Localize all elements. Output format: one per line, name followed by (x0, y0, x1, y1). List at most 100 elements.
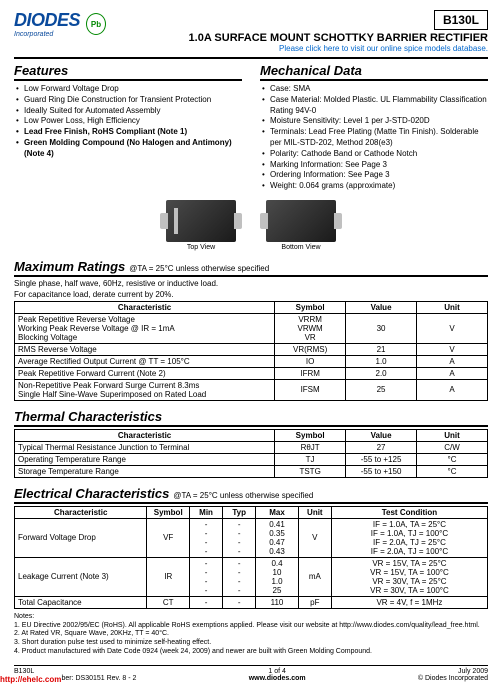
table-cell: Peak Repetitive Reverse VoltageWorking P… (15, 313, 275, 343)
chip-bottom-label: Bottom View (266, 244, 336, 251)
footer: B130L Document number: DS30151 Rev. 8 - … (14, 665, 488, 682)
mechanical-item: Weight: 0.064 grams (approximate) (260, 181, 488, 192)
thermal-table: CharacteristicSymbolValueUnit Typical The… (14, 429, 488, 478)
table-cell: - (190, 596, 223, 608)
mechanical-item: Case: SMA (260, 84, 488, 95)
elec-heading-row: Electrical Characteristics @TA = 25°C un… (14, 486, 488, 504)
footer-url[interactable]: www.diodes.com (249, 675, 306, 682)
table-cell: 30 (346, 313, 417, 343)
table-row: RMS Reverse VoltageVR(RMS)21V (15, 343, 488, 355)
table-row: Leakage Current (Note 3)IR--------0.4101… (15, 557, 488, 596)
header: DIODES Incorporated Pb B130L 1.0A SURFAC… (14, 10, 488, 53)
table-header: Test Condition (331, 506, 487, 518)
table-header: Min (190, 506, 223, 518)
table-cell: VR(RMS) (275, 343, 346, 355)
chip-top-image (166, 200, 236, 242)
notes-body: 1. EU Directive 2002/95/EC (RoHS). All a… (14, 622, 488, 657)
footer-part: B130L (14, 668, 136, 675)
footer-page: 1 of 4 (249, 668, 306, 675)
mechanical-col: Mechanical Data Case: SMACase Material: … (260, 63, 488, 192)
chip-top: Top View (166, 200, 236, 251)
table-cell: RθJT (275, 441, 346, 453)
table-row: Forward Voltage DropVF--------0.410.350.… (15, 518, 488, 557)
mechanical-item: Ordering Information: See Page 3 (260, 170, 488, 181)
top-two-col: Features Low Forward Voltage DropGuard R… (14, 63, 488, 192)
table-cell: IR (147, 557, 190, 596)
max-heading-sub: @TA = 25°C unless otherwise specified (129, 264, 269, 273)
table-cell: IO (275, 355, 346, 367)
mechanical-item: Terminals: Lead Free Plating (Matte Tin … (260, 127, 488, 149)
footer-copyright: © Diodes Incorporated (418, 675, 488, 682)
feature-item: Low Power Loss, High Efficiency (14, 116, 242, 127)
table-cell: 110 (256, 596, 299, 608)
table-cell: Storage Temperature Range (15, 465, 275, 477)
feature-item: Ideally Suited for Automated Assembly (14, 106, 242, 117)
table-row: Typical Thermal Resistance Junction to T… (15, 441, 488, 453)
feature-item: Lead Free Finish, RoHS Compliant (Note 1… (14, 127, 242, 138)
table-cell: A (417, 367, 488, 379)
table-cell: IFSM (275, 379, 346, 400)
features-heading: Features (14, 63, 242, 81)
table-cell: TJ (275, 453, 346, 465)
table-cell: °C (417, 453, 488, 465)
table-cell: VF (147, 518, 190, 557)
part-number: B130L (434, 10, 488, 30)
table-row: Average Rectified Output Current @ TT = … (15, 355, 488, 367)
max-note2: For capacitance load, derate current by … (14, 290, 488, 299)
table-cell: Leakage Current (Note 3) (15, 557, 147, 596)
table-header: Characteristic (15, 301, 275, 313)
footer-center: 1 of 4 www.diodes.com (249, 668, 306, 682)
table-cell: °C (417, 465, 488, 477)
table-cell: -55 to +125 (346, 453, 417, 465)
table-header: Symbol (275, 429, 346, 441)
pb-badge-icon: Pb (86, 13, 106, 35)
logo-text: DIODES Incorporated (14, 10, 80, 38)
table-cell: 21 (346, 343, 417, 355)
table-header: Unit (417, 429, 488, 441)
table-cell: 25 (346, 379, 417, 400)
chip-row: Top View Bottom View (14, 200, 488, 251)
table-cell: ---- (223, 557, 256, 596)
table-cell: 2.0 (346, 367, 417, 379)
table-cell: Total Capacitance (15, 596, 147, 608)
table-cell: V (298, 518, 331, 557)
table-cell: V (417, 343, 488, 355)
thermal-heading: Thermal Characteristics (14, 409, 162, 424)
table-row: Storage Temperature RangeTSTG-55 to +150… (15, 465, 488, 477)
features-col: Features Low Forward Voltage DropGuard R… (14, 63, 242, 192)
table-cell: pF (298, 596, 331, 608)
table-cell: A (417, 379, 488, 400)
table-header: Unit (298, 506, 331, 518)
mechanical-item: Moisture Sensitivity: Level 1 per J-STD-… (260, 116, 488, 127)
table-cell: Typical Thermal Resistance Junction to T… (15, 441, 275, 453)
table-cell: Peak Repetitive Forward Current (Note 2) (15, 367, 275, 379)
elec-table: CharacteristicSymbolMinTypMaxUnitTest Co… (14, 506, 488, 609)
elec-heading: Electrical Characteristics (14, 486, 169, 501)
table-cell: TSTG (275, 465, 346, 477)
spice-link[interactable]: Please click here to visit our online sp… (189, 44, 488, 53)
table-header: Symbol (275, 301, 346, 313)
max-note1: Single phase, half wave, 60Hz, resistive… (14, 279, 488, 288)
mechanical-heading: Mechanical Data (260, 63, 488, 81)
table-cell: -55 to +150 (346, 465, 417, 477)
table-cell: 0.4101.025 (256, 557, 299, 596)
logo-sub: Incorporated (14, 31, 80, 38)
table-cell: Forward Voltage Drop (15, 518, 147, 557)
table-row: Total CapacitanceCT--110pFVR = 4V, f = 1… (15, 596, 488, 608)
header-rule (14, 57, 488, 59)
logo-block: DIODES Incorporated Pb (14, 10, 106, 38)
table-cell: VRRMVRWMVR (275, 313, 346, 343)
mechanical-item: Polarity: Cathode Band or Cathode Notch (260, 149, 488, 160)
table-header: Characteristic (15, 506, 147, 518)
table-cell: Non-Repetitive Peak Forward Surge Curren… (15, 379, 275, 400)
max-heading: Maximum Ratings (14, 259, 125, 274)
red-tag[interactable]: http://ehelc.com (0, 675, 61, 684)
table-cell: 0.410.350.470.43 (256, 518, 299, 557)
doc-title: 1.0A SURFACE MOUNT SCHOTTKY BARRIER RECT… (189, 32, 488, 44)
table-header: Characteristic (15, 429, 275, 441)
table-header: Value (346, 429, 417, 441)
table-row: Peak Repetitive Reverse VoltageWorking P… (15, 313, 488, 343)
table-header: Max (256, 506, 299, 518)
table-cell: C/W (417, 441, 488, 453)
table-cell: A (417, 355, 488, 367)
